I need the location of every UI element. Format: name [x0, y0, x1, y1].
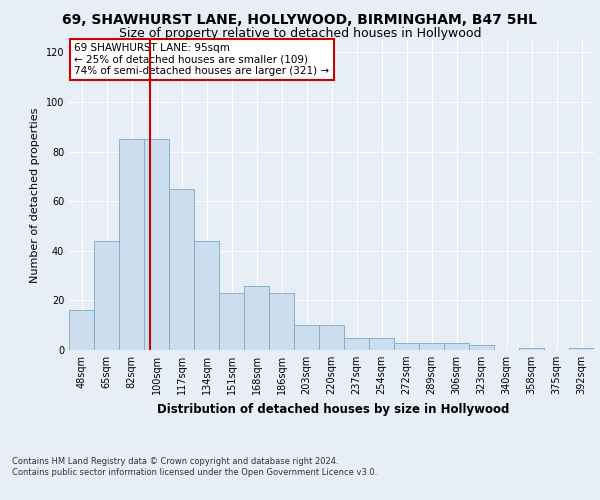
Bar — [394, 342, 419, 350]
Bar — [69, 310, 94, 350]
Bar — [319, 325, 344, 350]
Bar — [294, 325, 319, 350]
Text: Size of property relative to detached houses in Hollywood: Size of property relative to detached ho… — [119, 28, 481, 40]
Bar — [94, 241, 119, 350]
Bar — [169, 189, 194, 350]
Bar — [144, 139, 169, 350]
Bar — [244, 286, 269, 350]
Text: Contains HM Land Registry data © Crown copyright and database right 2024.
Contai: Contains HM Land Registry data © Crown c… — [12, 458, 377, 477]
Bar — [219, 293, 244, 350]
Bar — [444, 342, 469, 350]
Text: Distribution of detached houses by size in Hollywood: Distribution of detached houses by size … — [157, 402, 509, 415]
Bar — [419, 342, 444, 350]
Bar — [119, 139, 144, 350]
Bar — [344, 338, 369, 350]
Bar — [519, 348, 544, 350]
Y-axis label: Number of detached properties: Number of detached properties — [30, 108, 40, 282]
Bar — [369, 338, 394, 350]
Bar — [469, 345, 494, 350]
Bar — [569, 348, 594, 350]
Bar — [269, 293, 294, 350]
Text: 69, SHAWHURST LANE, HOLLYWOOD, BIRMINGHAM, B47 5HL: 69, SHAWHURST LANE, HOLLYWOOD, BIRMINGHA… — [62, 12, 538, 26]
Bar — [194, 241, 219, 350]
Text: 69 SHAWHURST LANE: 95sqm
← 25% of detached houses are smaller (109)
74% of semi-: 69 SHAWHURST LANE: 95sqm ← 25% of detach… — [74, 43, 329, 76]
